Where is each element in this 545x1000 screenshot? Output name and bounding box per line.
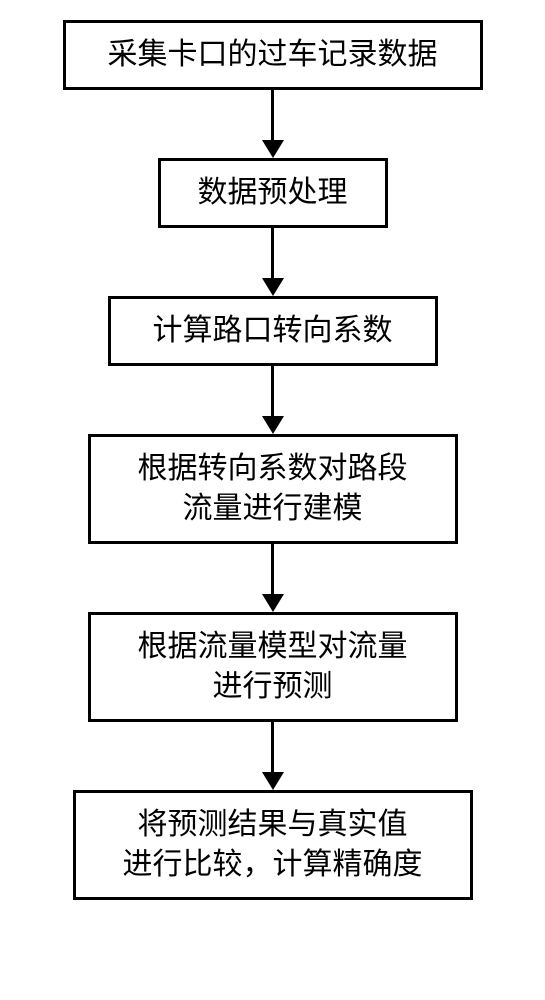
flow-node-4: 根据转向系数对路段流量进行建模 xyxy=(88,434,458,544)
flow-node-3: 计算路口转向系数 xyxy=(108,296,438,366)
flow-arrow-4 xyxy=(262,544,284,612)
flow-node-6: 将预测结果与真实值进行比较，计算精确度 xyxy=(73,790,473,900)
arrow-line xyxy=(271,90,274,140)
arrow-head-icon xyxy=(262,140,284,158)
arrow-line xyxy=(271,366,274,416)
arrow-head-icon xyxy=(262,772,284,790)
flow-node-3-label: 计算路口转向系数 xyxy=(153,311,393,352)
flow-node-1: 采集卡口的过车记录数据 xyxy=(63,20,483,90)
flow-arrow-2 xyxy=(262,228,284,296)
arrow-line xyxy=(271,228,274,278)
flow-node-1-label: 采集卡口的过车记录数据 xyxy=(108,35,438,76)
flow-node-4-label: 根据转向系数对路段流量进行建模 xyxy=(138,449,408,530)
arrow-line xyxy=(271,544,274,594)
arrow-head-icon xyxy=(262,416,284,434)
flow-arrow-1 xyxy=(262,90,284,158)
arrow-head-icon xyxy=(262,594,284,612)
arrow-line xyxy=(271,722,274,772)
flow-node-5: 根据流量模型对流量进行预测 xyxy=(88,612,458,722)
arrow-head-icon xyxy=(262,278,284,296)
flow-node-2-label: 数据预处理 xyxy=(198,173,348,214)
flow-arrow-3 xyxy=(262,366,284,434)
flowchart-container: 采集卡口的过车记录数据 数据预处理 计算路口转向系数 根据转向系数对路段流量进行… xyxy=(63,20,483,900)
flow-node-2: 数据预处理 xyxy=(158,158,388,228)
flow-node-6-label: 将预测结果与真实值进行比较，计算精确度 xyxy=(123,805,423,886)
flow-arrow-5 xyxy=(262,722,284,790)
flow-node-5-label: 根据流量模型对流量进行预测 xyxy=(138,627,408,708)
